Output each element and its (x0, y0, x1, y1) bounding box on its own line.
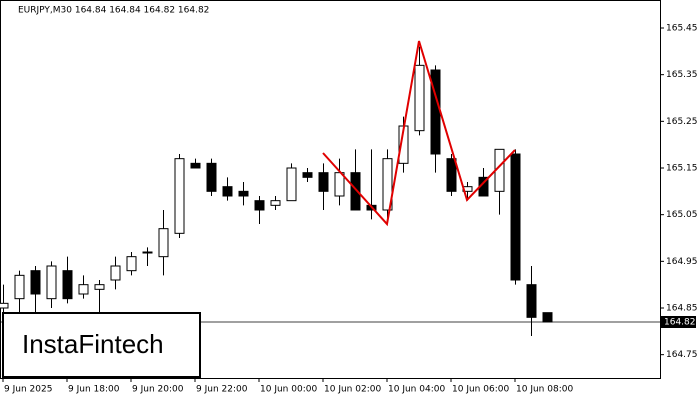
chart-title: EURJPY,M30 164.84 164.84 164.82 164.82 (18, 6, 209, 16)
candle-body (78, 284, 89, 295)
candle-body (414, 64, 425, 132)
y-tick-label: 165.35 (666, 70, 698, 80)
last-price-box (661, 316, 696, 328)
candle-body (446, 158, 457, 192)
candle-body (190, 162, 201, 169)
candle-body (286, 167, 297, 202)
candle-body (254, 200, 265, 211)
x-tick-label: 10 Jun 08:00 (516, 385, 573, 395)
pattern-line (322, 40, 516, 227)
candle-body (174, 158, 185, 234)
candle-body (302, 172, 313, 178)
candle-body (206, 162, 217, 192)
candle-body (142, 251, 153, 254)
candle-body (94, 284, 105, 290)
candle-body (14, 274, 25, 300)
y-tick-label: 164.85 (666, 304, 698, 314)
candle-body (350, 172, 361, 211)
x-tick-label: 10 Jun 00:00 (260, 385, 317, 395)
x-tick-label: 9 Jun 20:00 (132, 385, 184, 395)
candle-body (46, 265, 57, 300)
candle-body (158, 228, 169, 258)
y-tick-label: 165.15 (666, 164, 698, 174)
x-tick-label: 10 Jun 02:00 (324, 385, 381, 395)
last-price-label: 164.82 (664, 318, 696, 328)
candle-body (270, 200, 281, 206)
candle-body (382, 158, 393, 211)
y-tick-label: 165.25 (666, 117, 698, 127)
candle-body (126, 256, 137, 272)
candle-body (510, 153, 521, 281)
candle-body (30, 270, 41, 295)
candle-body (0, 302, 9, 309)
candle-body (542, 312, 553, 323)
logo-box (2, 312, 201, 378)
logo: InstaFintech (22, 329, 164, 359)
x-tick-label: 9 Jun 2025 (4, 385, 52, 395)
x-tick-label: 10 Jun 06:00 (452, 385, 509, 395)
candle-body (238, 190, 249, 197)
x-tick-label: 10 Jun 04:00 (388, 385, 445, 395)
y-tick-label: 164.95 (666, 257, 698, 267)
x-tick-label: 9 Jun 18:00 (68, 385, 120, 395)
candle-body (318, 172, 329, 192)
x-tick-label: 9 Jun 22:00 (196, 385, 248, 395)
candle-body (110, 265, 121, 281)
y-tick-label: 164.75 (666, 350, 698, 360)
candle-body (526, 284, 537, 318)
candle-body (222, 186, 233, 197)
y-tick-label: 165.45 (666, 24, 698, 34)
candle-body (62, 270, 73, 300)
y-tick-label: 165.05 (666, 210, 698, 220)
